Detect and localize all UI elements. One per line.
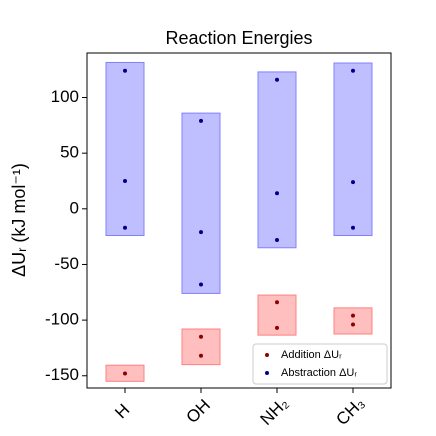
legend-box — [252, 343, 388, 385]
range-box — [333, 62, 373, 237]
chart-title: Reaction Energies — [165, 28, 312, 48]
range-box — [181, 112, 221, 294]
plot-frame — [86, 52, 392, 389]
data-point — [275, 237, 279, 242]
data-point — [351, 313, 355, 318]
data-point — [199, 230, 203, 235]
y-tick-label: -50 — [54, 254, 79, 273]
data-point — [123, 178, 127, 183]
y-tick-label: 0 — [70, 198, 79, 217]
x-tick-label: NH₂ — [257, 394, 292, 429]
data-point — [351, 180, 355, 185]
x-tick-label: CH₃ — [332, 393, 368, 429]
y-tick-label: -100 — [45, 310, 79, 329]
y-tick-label: -150 — [45, 365, 79, 384]
x-tick-label: H — [111, 400, 133, 422]
data-point — [275, 325, 279, 330]
legend-label: Addition ΔUᵣ — [281, 349, 342, 361]
x-tick-label: OH — [183, 396, 214, 427]
data-point — [123, 225, 127, 230]
data-point — [123, 371, 127, 376]
data-point — [123, 68, 127, 73]
y-tick-label: 100 — [51, 87, 79, 106]
legend-label: Abstraction ΔUᵣ — [281, 367, 357, 379]
data-point — [275, 300, 279, 305]
data-point — [199, 118, 203, 123]
data-point — [199, 353, 203, 358]
range-box — [257, 71, 297, 249]
data-point — [199, 334, 203, 339]
legend-marker — [265, 371, 269, 375]
data-point — [351, 225, 355, 230]
legend-marker — [265, 353, 269, 357]
data-point — [275, 77, 279, 82]
data-point — [275, 191, 279, 196]
data-point — [351, 68, 355, 73]
range-box — [333, 307, 373, 335]
range-box — [105, 61, 145, 237]
data-point — [199, 282, 203, 287]
y-axis-label: ΔUᵣ (kJ mol⁻¹) — [9, 163, 29, 277]
data-point — [351, 322, 355, 327]
y-tick-label: 50 — [60, 143, 79, 162]
range-box — [181, 328, 221, 366]
